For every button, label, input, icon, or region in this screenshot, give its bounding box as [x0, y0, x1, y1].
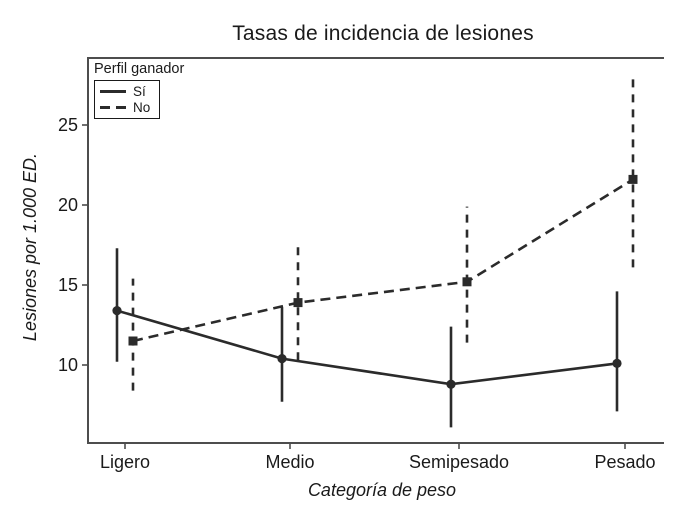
y-tick-label-15: 15	[57, 275, 78, 295]
legend-entry-si: Sí	[100, 83, 150, 99]
series-si-line	[116, 309, 618, 386]
legend-title: Perfil ganador	[94, 61, 185, 77]
series-no-line	[132, 178, 634, 343]
y-tick-label-25: 25	[57, 115, 78, 135]
series-si-data-point	[112, 306, 122, 316]
x-tick-label-pesado: Pesado	[594, 452, 656, 472]
legend-entry-si-label: Sí	[133, 83, 146, 99]
chart-title: Tasas de incidencia de lesiones	[232, 22, 534, 45]
x-tick-label-ligero: Ligero	[99, 452, 151, 472]
series-no-data-point	[293, 298, 303, 308]
plot-frame	[87, 57, 664, 444]
dashed-line-swatch	[100, 105, 126, 109]
series-no-data-point	[462, 277, 472, 287]
series-no-data-point	[128, 336, 138, 346]
legend-entry-no-label: No	[133, 99, 151, 115]
x-axis-title: Categoría de peso	[307, 480, 457, 500]
x-tick-label-semipesado: Semipesado	[408, 452, 510, 472]
series-si-data-point	[446, 379, 456, 389]
y-tick-label-20: 20	[57, 195, 78, 215]
series-si-data-point	[612, 358, 622, 368]
legend-box: Sí No	[94, 80, 161, 119]
legend-entry-no: No	[100, 99, 150, 115]
x-tick-label-medio: Medio	[265, 452, 315, 472]
y-axis-title: Lesiones por 1.000 ED.	[20, 152, 40, 342]
series-no-data-point	[628, 174, 638, 184]
solid-line-swatch	[100, 89, 126, 93]
legend: Perfil ganador Sí No	[94, 61, 184, 119]
y-tick-label-10: 10	[57, 355, 78, 375]
series-si-data-point	[277, 354, 287, 364]
